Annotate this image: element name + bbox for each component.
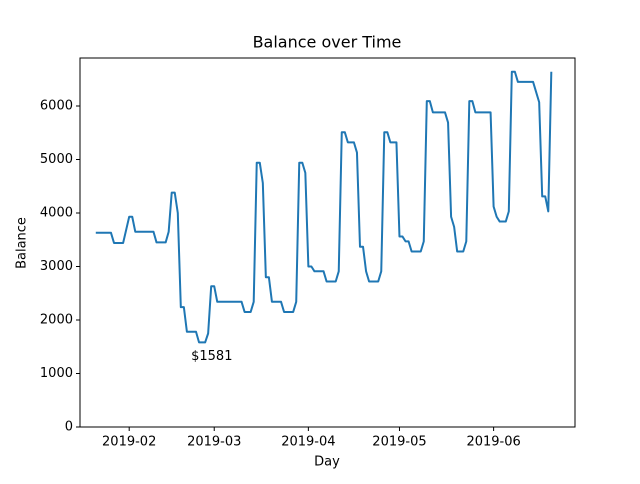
- x-tick-label: 2019-02: [102, 435, 156, 450]
- y-axis-label: Balance: [15, 217, 30, 269]
- y-tick-label: 0: [65, 420, 73, 435]
- x-tick-label: 2019-06: [466, 435, 520, 450]
- x-tick-label: 2019-03: [187, 435, 241, 450]
- x-tick-label: 2019-05: [372, 435, 426, 450]
- y-tick-label: 5000: [40, 152, 73, 167]
- x-tick-label: 2019-04: [281, 435, 335, 450]
- plot-frame: [79, 57, 576, 428]
- annotation: $1581: [191, 349, 232, 364]
- y-tick-label: 3000: [40, 259, 73, 274]
- y-tick-label: 4000: [40, 205, 73, 220]
- y-tick-label: 1000: [40, 366, 73, 381]
- x-axis-label: Day: [314, 455, 340, 470]
- chart-title: Balance over Time: [253, 33, 402, 52]
- y-tick-label: 2000: [40, 312, 73, 327]
- line: [95, 70, 553, 344]
- y-tick-label: 6000: [40, 98, 73, 113]
